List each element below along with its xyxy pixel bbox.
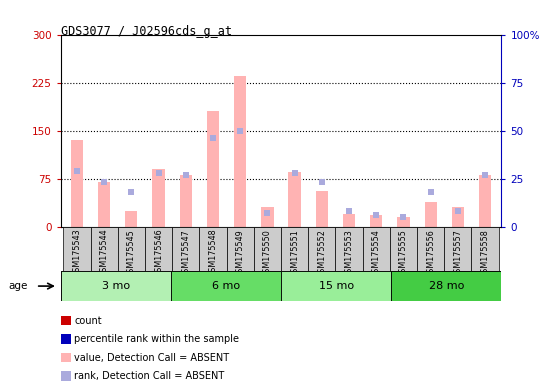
Bar xyxy=(472,227,499,271)
Text: GSM175554: GSM175554 xyxy=(372,229,381,278)
Bar xyxy=(61,271,171,301)
Bar xyxy=(180,175,192,227)
Text: count: count xyxy=(74,316,102,326)
Text: age: age xyxy=(8,281,28,291)
Bar xyxy=(281,227,308,271)
Bar xyxy=(254,227,281,271)
Bar xyxy=(417,227,444,271)
Text: GSM175543: GSM175543 xyxy=(72,229,82,277)
Text: value, Detection Call = ABSENT: value, Detection Call = ABSENT xyxy=(74,353,230,362)
Bar xyxy=(308,227,336,271)
Bar xyxy=(63,227,90,271)
Text: GSM175544: GSM175544 xyxy=(100,229,109,277)
Bar xyxy=(343,214,355,227)
Bar xyxy=(424,202,437,227)
Text: percentile rank within the sample: percentile rank within the sample xyxy=(74,334,239,344)
Text: GSM175549: GSM175549 xyxy=(236,229,245,278)
Bar xyxy=(289,172,301,227)
Text: 6 mo: 6 mo xyxy=(212,281,240,291)
Bar xyxy=(234,76,246,227)
Text: 3 mo: 3 mo xyxy=(101,281,130,291)
Text: GSM175556: GSM175556 xyxy=(426,229,435,278)
Bar xyxy=(125,210,138,227)
Bar xyxy=(479,175,491,227)
Bar xyxy=(452,207,464,227)
Text: GSM175558: GSM175558 xyxy=(480,229,490,278)
Bar xyxy=(316,191,328,227)
Bar xyxy=(261,207,273,227)
Text: GSM175550: GSM175550 xyxy=(263,229,272,278)
Text: 28 mo: 28 mo xyxy=(429,281,464,291)
Text: GSM175552: GSM175552 xyxy=(317,229,326,278)
Bar xyxy=(370,215,382,227)
Bar xyxy=(153,169,165,227)
Bar xyxy=(71,140,83,227)
Text: GSM175546: GSM175546 xyxy=(154,229,163,277)
Bar xyxy=(281,271,391,301)
Bar xyxy=(363,227,390,271)
Bar xyxy=(171,271,281,301)
Bar xyxy=(390,227,417,271)
Text: GSM175553: GSM175553 xyxy=(344,229,354,278)
Text: GSM175545: GSM175545 xyxy=(127,229,136,278)
Bar xyxy=(444,227,472,271)
Text: GSM175547: GSM175547 xyxy=(181,229,190,278)
Bar xyxy=(391,271,501,301)
Bar xyxy=(397,217,409,227)
Text: GSM175555: GSM175555 xyxy=(399,229,408,278)
Bar xyxy=(98,182,110,227)
Text: GSM175548: GSM175548 xyxy=(208,229,218,277)
Bar xyxy=(118,227,145,271)
Bar xyxy=(226,227,254,271)
Text: GSM175551: GSM175551 xyxy=(290,229,299,278)
Bar xyxy=(90,227,118,271)
Text: 15 mo: 15 mo xyxy=(318,281,354,291)
Bar xyxy=(336,227,363,271)
Text: rank, Detection Call = ABSENT: rank, Detection Call = ABSENT xyxy=(74,371,225,381)
Bar xyxy=(172,227,199,271)
Bar xyxy=(145,227,172,271)
Bar xyxy=(207,111,219,227)
Text: GDS3077 / J02596cds_g_at: GDS3077 / J02596cds_g_at xyxy=(61,25,231,38)
Bar xyxy=(199,227,226,271)
Text: GSM175557: GSM175557 xyxy=(453,229,462,278)
